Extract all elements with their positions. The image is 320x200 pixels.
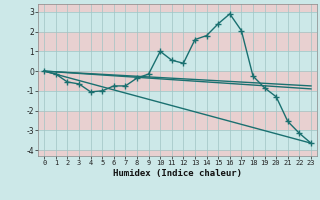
Bar [38, 130, 317, 150]
Bar [38, 12, 317, 32]
Bar [38, 150, 317, 156]
Bar [38, 111, 317, 130]
Bar [38, 4, 317, 12]
Bar [38, 32, 317, 51]
Bar [38, 71, 317, 91]
Bar [38, 51, 317, 71]
Bar [38, 91, 317, 111]
X-axis label: Humidex (Indice chaleur): Humidex (Indice chaleur) [113, 169, 242, 178]
